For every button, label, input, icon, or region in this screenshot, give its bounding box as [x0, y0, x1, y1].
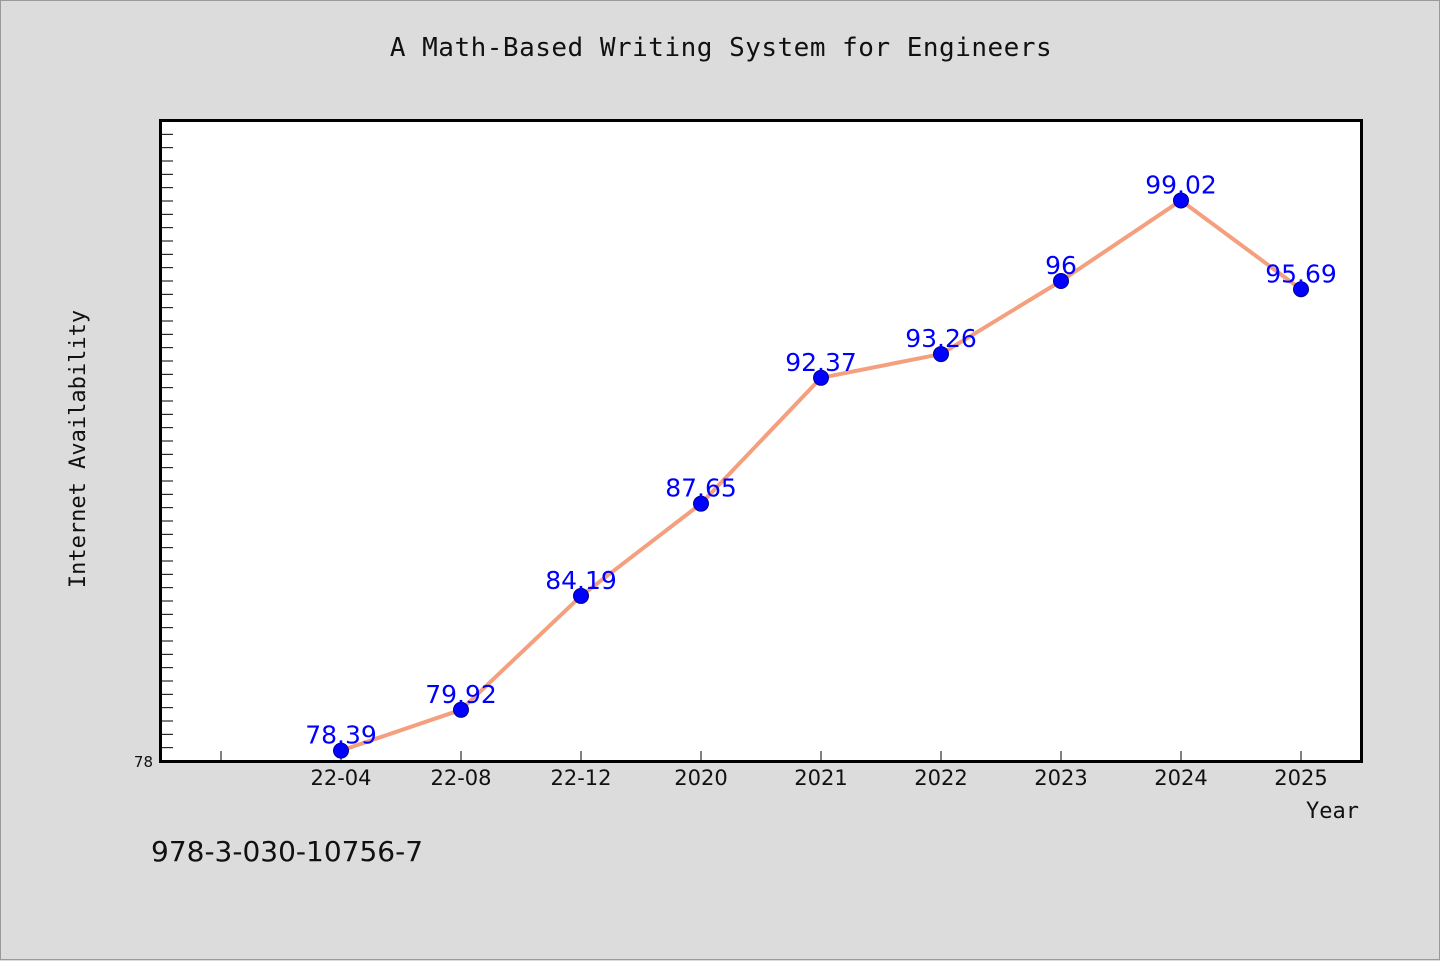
data-point: [693, 495, 709, 512]
data-point: [453, 701, 469, 718]
x-tick-label: 22-08: [430, 766, 491, 790]
data-point: [1173, 192, 1189, 209]
x-tick-label: 2020: [674, 766, 727, 790]
isbn-text: 978-3-030-10756-7: [151, 835, 424, 868]
data-label: 99.02: [1145, 170, 1217, 199]
data-point: [1053, 273, 1069, 289]
data-label: 95.69: [1265, 259, 1337, 288]
y-axis-ticks: [161, 133, 173, 749]
data-point: [813, 369, 829, 386]
data-point: [1293, 281, 1309, 298]
data-point: [933, 346, 949, 363]
x-tick-label: 2022: [914, 766, 967, 790]
x-tick-label: 2025: [1274, 766, 1327, 790]
data-label: 92.37: [785, 348, 857, 377]
x-tick-label: 22-04: [310, 766, 371, 790]
data-label: 78.39: [305, 721, 377, 750]
x-tick-label: 2024: [1154, 766, 1207, 790]
x-axis-label: Year: [1306, 799, 1359, 824]
y-tick-label: 78: [134, 753, 153, 771]
x-tick-label: 2023: [1034, 766, 1087, 790]
data-point: [333, 742, 349, 759]
series-group: 78.39 79.92 84.19 87.65 92.37 93.26 96 99.02 95.…: [305, 170, 1337, 759]
chart-title: A Math-Based Writing System for Engineer…: [389, 33, 1053, 63]
data-label: 93.26: [905, 324, 977, 353]
data-point: [573, 587, 589, 604]
x-axis-ticks: 22-04 22-08 22-12 2020 2021 2022 2023 2024 2025: [220, 751, 1328, 790]
data-label: 96: [1045, 251, 1077, 280]
x-tick-label: 2021: [794, 766, 847, 790]
data-label: 79.92: [425, 680, 497, 709]
x-tick-label: 22-12: [550, 766, 611, 790]
data-label: 87.65: [665, 474, 737, 503]
y-axis-label: Internet Availability: [66, 310, 91, 588]
data-label: 84.19: [545, 566, 617, 595]
